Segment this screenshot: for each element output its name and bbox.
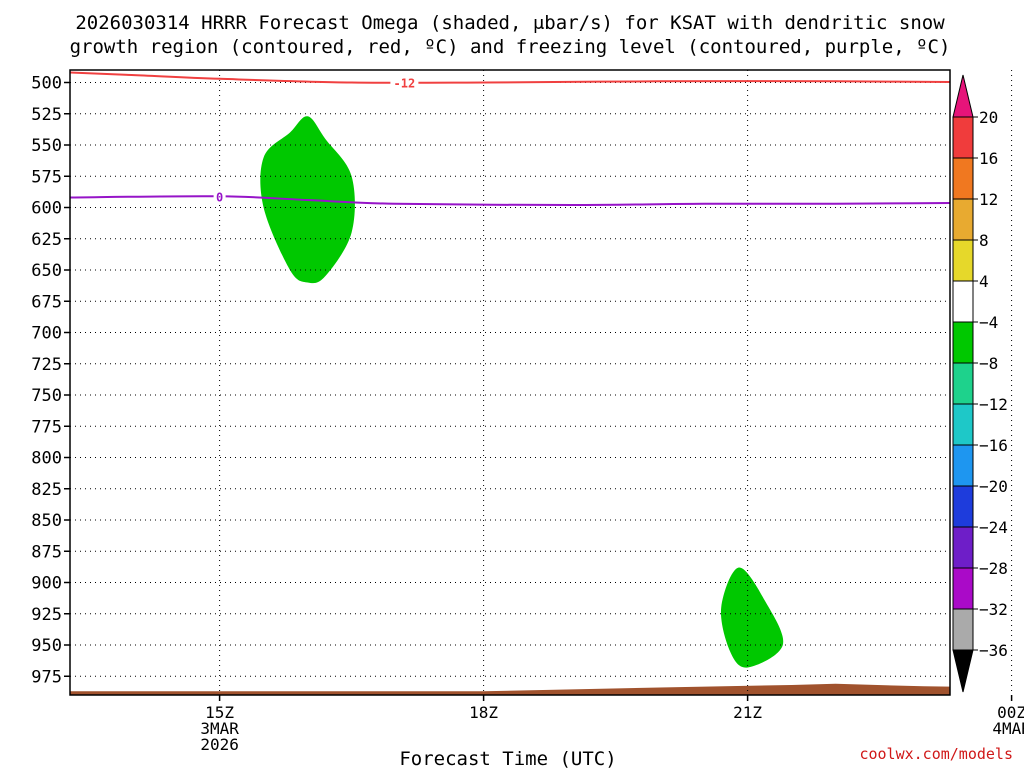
colorbar-label-0: 20	[979, 108, 998, 127]
contour-label-bg-dendritic-growth-minus12	[390, 75, 419, 89]
colorbar-label-2: 12	[979, 190, 998, 209]
colorbar: 20 16 12 8 4 −4 −8 −12 −16 −20 −24 −28 −32 −36	[952, 74, 1008, 693]
gridlines	[70, 70, 1013, 695]
y-tick-label-900: 900	[31, 574, 62, 594]
colorbar-bin-8	[952, 444, 974, 487]
y-tick-label-725: 725	[31, 355, 62, 375]
colorbar-bin-10	[952, 526, 974, 569]
contour-label-dendritic-growth-minus12: -12	[394, 77, 416, 91]
colorbar-label-8: −16	[979, 436, 1008, 455]
x-tick-label-3-1: 4MAR	[992, 719, 1024, 738]
y-tick-label-525: 525	[31, 105, 62, 125]
chart-title-line-1: 2026030314 HRRR Forecast Omega (shaded, …	[75, 12, 945, 34]
plot-frame	[69, 69, 951, 696]
contour-label-bg-freezing-level-0	[213, 189, 226, 203]
colorbar-bin-9	[952, 485, 974, 528]
x-axis-label: Forecast Time (UTC)	[399, 748, 616, 768]
colorbar-bin-1	[952, 157, 974, 200]
y-tick-label-850: 850	[31, 511, 62, 531]
colorbar-label-4: 4	[979, 272, 989, 291]
colorbar-label-3: 8	[979, 231, 989, 250]
colorbar-label-7: −12	[979, 395, 1008, 414]
colorbar-label-12: −32	[979, 600, 1008, 619]
y-axis-ticks: 500 525 550 575 600 625 650 675 700 725 750 775 800 8…	[31, 74, 70, 687]
contour-layer: -12 0	[70, 71, 950, 207]
y-tick-label-875: 875	[31, 542, 62, 562]
y-tick-label-650: 650	[31, 261, 62, 281]
x-tick-label-0-2: 2026	[200, 735, 239, 754]
contour-dendritic-growth-minus12	[70, 71, 950, 84]
omega-shading-layer	[70, 116, 950, 695]
y-tick-label-575: 575	[31, 167, 62, 187]
y-tick-label-825: 825	[31, 480, 62, 500]
colorbar-bin-11	[952, 567, 974, 610]
colorbar-label-5: −4	[979, 313, 998, 332]
x-tick-label-0-0: 15Z	[205, 703, 234, 722]
source-credit: coolwx.com/models	[859, 745, 1013, 763]
y-tick-label-675: 675	[31, 292, 62, 312]
y-tick-label-700: 700	[31, 324, 62, 344]
colorbar-label-10: −24	[979, 518, 1008, 537]
y-tick-label-925: 925	[31, 605, 62, 625]
omega-region-green-lobe-3	[720, 567, 784, 668]
y-tick-label-775: 775	[31, 417, 62, 437]
y-tick-label-975: 975	[31, 667, 62, 687]
colorbar-label-6: −8	[979, 354, 998, 373]
colorbar-bin-7	[952, 403, 974, 446]
terrain-surface	[70, 683, 950, 695]
colorbar-bin-0	[952, 116, 974, 159]
colorbar-bin-6	[952, 362, 974, 405]
y-tick-label-500: 500	[31, 74, 62, 94]
colorbar-bin-3	[952, 239, 974, 282]
contour-label-freezing-level-0: 0	[216, 190, 223, 204]
y-tick-label-625: 625	[31, 230, 62, 250]
colorbar-label-1: 16	[979, 149, 998, 168]
chart-title-line-2: growth region (contoured, red, ºC) and f…	[70, 36, 951, 58]
colorbar-bin-5	[952, 321, 974, 364]
y-tick-label-550: 550	[31, 136, 62, 156]
y-tick-label-800: 800	[31, 449, 62, 469]
x-tick-label-3-0: 00Z	[997, 703, 1024, 722]
colorbar-bin-4	[952, 280, 974, 323]
x-tick-label-1-0: 18Z	[469, 703, 498, 722]
x-tick-label-2-0: 21Z	[733, 703, 762, 722]
y-tick-label-950: 950	[31, 636, 62, 656]
colorbar-bin-12	[952, 608, 974, 651]
colorbar-label-9: −20	[979, 477, 1008, 496]
contour-freezing-level-0	[70, 195, 950, 207]
colorbar-bin-2	[952, 198, 974, 241]
colorbar-label-11: −28	[979, 559, 1008, 578]
y-tick-label-750: 750	[31, 386, 62, 406]
colorbar-label-13: −36	[979, 641, 1008, 660]
colorbar-top-arrow	[952, 74, 974, 118]
y-tick-label-600: 600	[31, 199, 62, 219]
x-axis-ticks: 15Z3MAR202618Z21Z00Z4MAR03Z06Z	[200, 695, 1024, 754]
x-tick-label-0-1: 3MAR	[200, 719, 239, 738]
colorbar-bottom-arrow	[952, 649, 974, 693]
